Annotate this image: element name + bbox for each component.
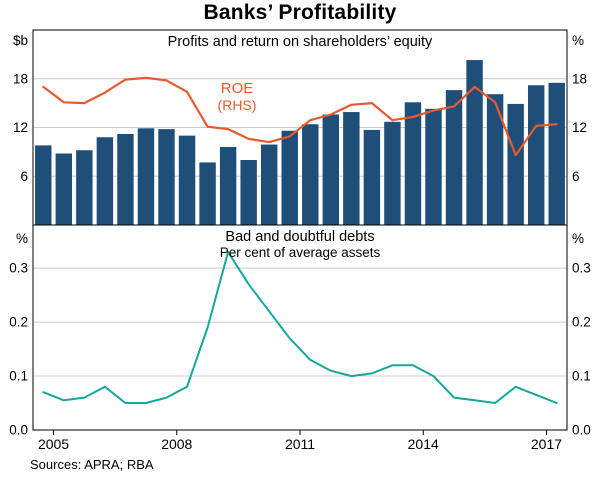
profit-bar xyxy=(466,60,483,226)
profit-bar xyxy=(363,129,381,225)
y-tick-label-left: 18 xyxy=(13,71,28,86)
profit-bar xyxy=(117,134,134,225)
y-tick-label-left: 0.1 xyxy=(9,369,28,384)
source-note: Sources: APRA; RBA xyxy=(30,457,154,472)
profit-bar xyxy=(384,121,401,225)
x-tick-label: 2005 xyxy=(38,436,69,452)
profit-bar xyxy=(404,102,422,225)
top-panel-title: Profits and return on shareholders’ equi… xyxy=(168,34,433,50)
profit-bar xyxy=(55,153,73,225)
x-tick-label: 2008 xyxy=(161,436,192,452)
roe-annotation-label: ROE xyxy=(221,80,254,97)
profit-bars xyxy=(35,60,565,226)
top-right-axis-unit: % xyxy=(572,33,584,48)
profit-bar xyxy=(445,90,463,226)
y-tick-label-left: 0.3 xyxy=(9,261,28,276)
bottom-panel-title: Bad and doubtful debts xyxy=(225,229,374,245)
y-tick-label-right: 0.2 xyxy=(572,315,591,330)
chart-title: Banks’ Profitability xyxy=(203,1,397,24)
top-left-axis-unit: $b xyxy=(13,33,28,48)
roe-line xyxy=(42,76,558,157)
profit-bar xyxy=(178,135,196,226)
y-tick-label-left: 6 xyxy=(20,169,28,184)
profit-bar xyxy=(199,162,216,225)
bottom-panel-grid xyxy=(34,267,566,377)
x-tick-label: 2014 xyxy=(408,436,439,452)
profit-bar xyxy=(219,147,237,225)
profit-bar xyxy=(425,108,442,225)
profit-bar xyxy=(343,112,360,225)
y-tick-label-right: 12 xyxy=(572,120,587,135)
profit-bar xyxy=(137,128,155,225)
profit-bar xyxy=(158,129,175,226)
y-tick-label-right: 6 xyxy=(572,169,580,184)
profit-bar xyxy=(240,160,257,225)
profit-bar xyxy=(302,124,319,225)
profit-bar xyxy=(548,82,565,225)
bottom-panel-subtitle: Per cent of average assets xyxy=(220,245,381,260)
y-tick-label-left: 0.0 xyxy=(9,423,28,438)
y-tick-label-right: 18 xyxy=(572,71,587,86)
x-tick-label: 2017 xyxy=(531,436,562,452)
bdd-line xyxy=(42,251,558,404)
y-tick-label-right: 0.0 xyxy=(572,423,591,438)
profit-bar xyxy=(486,94,504,225)
profit-bar xyxy=(35,145,52,226)
profit-bar xyxy=(96,137,114,225)
profit-bar xyxy=(527,85,545,225)
profit-bar xyxy=(507,103,524,225)
bottom-right-axis-unit: % xyxy=(572,231,584,246)
y-tick-label-right: 0.3 xyxy=(572,261,591,276)
y-tick-label-left: 0.2 xyxy=(9,315,28,330)
bottom-left-axis-unit: % xyxy=(16,231,28,246)
profit-bar xyxy=(281,130,298,225)
x-tick-label: 2011 xyxy=(285,436,315,452)
y-tick-label-right: 0.1 xyxy=(572,369,591,384)
profit-bar xyxy=(322,114,340,225)
profit-bar xyxy=(76,150,93,225)
y-tick-label-left: 12 xyxy=(13,120,28,135)
roe-annotation-rhs: (RHS) xyxy=(218,97,257,113)
profit-bar xyxy=(260,144,278,225)
